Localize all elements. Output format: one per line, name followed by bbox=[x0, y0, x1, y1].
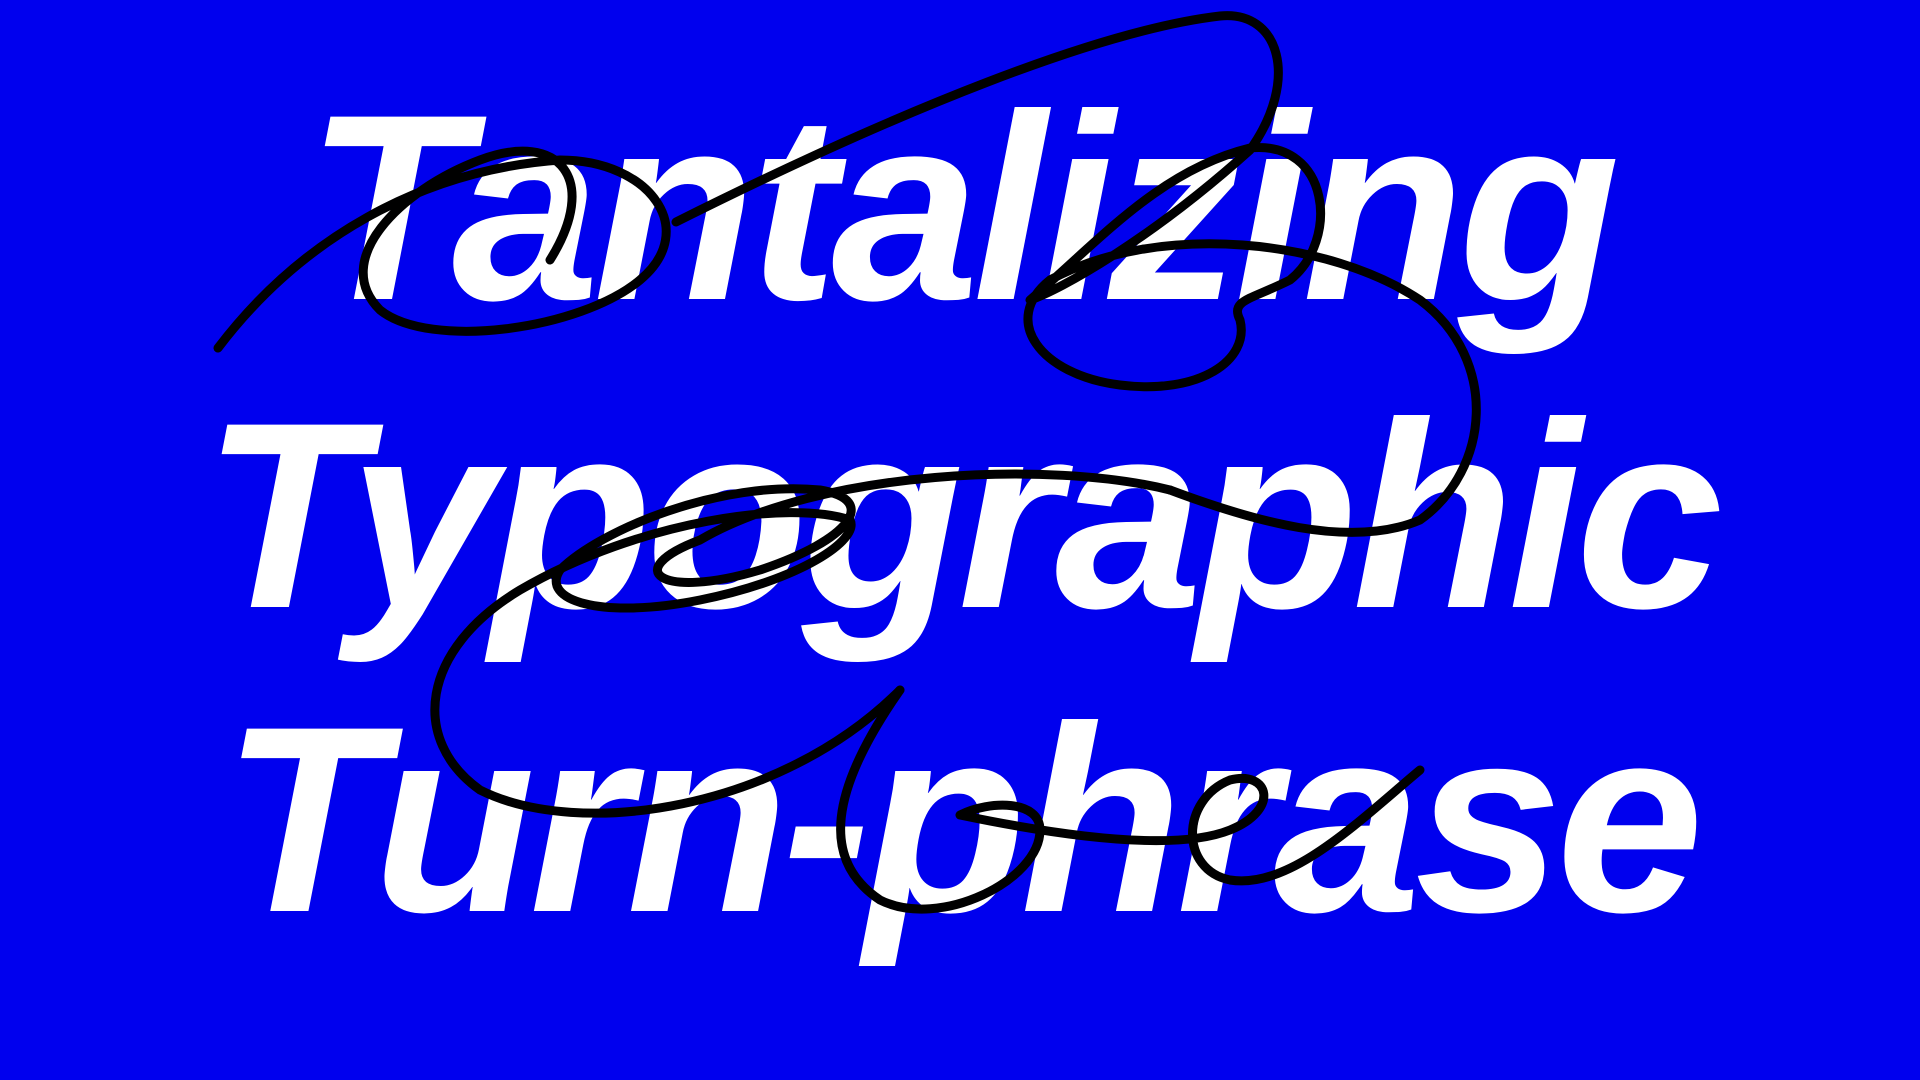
headline-line-3: Turn-phrase bbox=[222, 672, 1703, 968]
headline-line-1: Tantalizing bbox=[305, 60, 1620, 356]
headline-line-2: Typographic bbox=[202, 368, 1723, 664]
